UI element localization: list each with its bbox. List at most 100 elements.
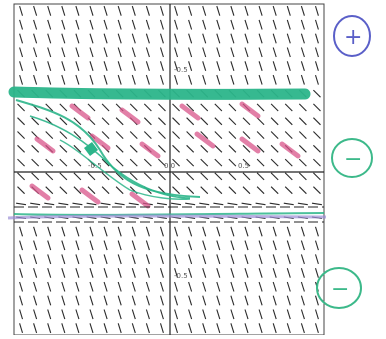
slope-segment — [101, 172, 110, 181]
slope-segment — [300, 74, 305, 85]
slope-segment — [216, 226, 221, 237]
slope-segment — [89, 281, 94, 292]
slope-segment — [314, 254, 319, 265]
slope-segment — [145, 226, 150, 237]
slope-segment — [284, 186, 293, 195]
slope-segment — [270, 186, 279, 195]
slope-segment — [272, 295, 277, 306]
slope-segment — [89, 295, 94, 306]
slope-segment — [216, 5, 221, 16]
slope-segment — [214, 144, 223, 153]
slope-segment — [186, 131, 195, 139]
slope-segment — [202, 5, 207, 16]
slope-segment — [89, 240, 94, 251]
slope-segment — [216, 33, 221, 44]
slope-segment — [117, 240, 122, 251]
slope-segment — [75, 61, 80, 71]
slope-segment — [128, 202, 139, 206]
slope-segment — [89, 268, 94, 278]
slope-segment — [159, 47, 164, 58]
green-blob — [84, 142, 98, 156]
slope-segment — [61, 74, 66, 85]
minus-circle-middle — [331, 138, 373, 178]
slope-segment — [256, 158, 265, 167]
slope-segment — [131, 309, 136, 320]
slope-segment — [171, 202, 182, 206]
slope-segment — [230, 295, 235, 306]
slope-segment — [156, 202, 167, 206]
slope-segment — [19, 226, 24, 237]
slope-segment — [103, 295, 108, 306]
slope-segment — [256, 172, 265, 181]
slope-segment — [242, 117, 251, 126]
slope-segment — [284, 131, 293, 139]
slope-segment — [300, 5, 305, 16]
slope-segment — [258, 268, 263, 278]
slope-segment — [143, 158, 152, 167]
slope-segment — [230, 254, 235, 265]
slope-segment — [174, 254, 179, 265]
slope-segment — [174, 33, 179, 44]
slope-segment — [115, 172, 124, 181]
slope-segment — [270, 158, 279, 167]
slope-segment — [216, 323, 221, 334]
slope-segment — [314, 19, 319, 30]
slope-segment — [174, 268, 179, 278]
slope-segment — [272, 5, 277, 16]
slope-segment — [186, 172, 195, 181]
slope-segment — [272, 254, 277, 265]
slope-segment — [103, 74, 108, 85]
x-tick-label-left: -0.5 — [88, 162, 102, 170]
slope-segment — [174, 281, 179, 292]
slope-segment — [117, 254, 122, 265]
slope-segment — [216, 254, 221, 265]
slope-segment — [174, 47, 179, 58]
slope-segment — [283, 202, 294, 206]
slope-segment — [258, 309, 263, 320]
slope-segment — [45, 172, 54, 181]
slope-segment — [242, 144, 251, 153]
slope-segment — [314, 61, 319, 71]
slope-segment — [61, 5, 66, 16]
slope-segment — [242, 131, 251, 139]
pink-highlight-stroke — [179, 103, 201, 121]
minus-mark-middle: − — [331, 138, 373, 178]
minus-symbol-middle: − — [344, 147, 362, 172]
y-tick-label-top: -0.5 — [174, 66, 188, 74]
slope-segment — [89, 5, 94, 16]
slope-segment — [286, 61, 291, 71]
slope-segment — [244, 281, 249, 292]
slope-segment — [59, 158, 68, 167]
slope-segment — [270, 117, 279, 126]
pink-highlight-stroke — [239, 101, 261, 119]
slope-segment — [297, 202, 308, 206]
slope-segment — [284, 117, 293, 126]
slope-segment — [174, 240, 179, 251]
slope-segment — [188, 33, 193, 44]
slope-segment — [258, 5, 263, 16]
slope-segment — [89, 254, 94, 265]
slope-segment — [59, 144, 68, 153]
slope-segment — [172, 172, 180, 181]
slope-segment — [300, 281, 305, 292]
slope-segment — [47, 254, 52, 265]
slope-segment — [214, 172, 223, 181]
slope-segment — [19, 254, 24, 265]
pink-highlight-stroke — [89, 133, 111, 151]
slope-segment — [256, 117, 265, 126]
slope-segment — [47, 240, 52, 251]
slope-segment — [200, 186, 209, 195]
slope-segment — [45, 103, 54, 112]
slope-segment — [255, 202, 266, 206]
slope-segment — [313, 172, 321, 181]
slope-segment — [159, 226, 164, 237]
slope-segment — [186, 103, 195, 112]
slope-segment — [89, 47, 94, 58]
slope-segment — [188, 309, 193, 320]
slope-segment — [33, 47, 38, 58]
slope-segment — [86, 202, 97, 206]
slope-segment — [230, 33, 235, 44]
slope-segment — [19, 47, 24, 58]
slope-segment — [115, 186, 124, 195]
slope-segment — [258, 33, 263, 44]
